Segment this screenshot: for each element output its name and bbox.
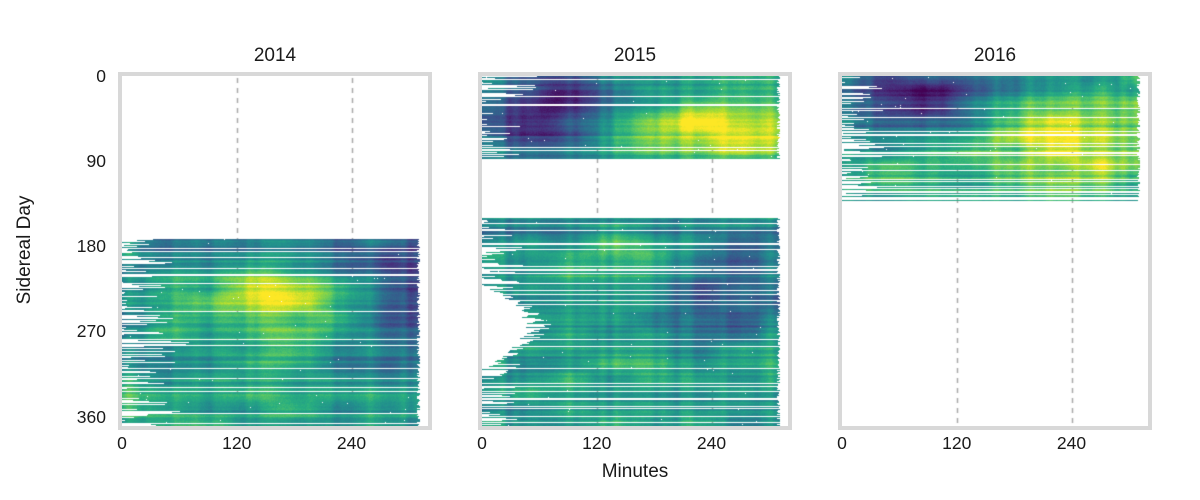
- panel-title-2016: 2016: [973, 45, 1017, 66]
- y-tick-label: 90: [86, 151, 106, 172]
- heatmap-canvas-2015: [482, 76, 788, 426]
- heatmap-canvas-2014: [122, 76, 428, 426]
- y-tick-label: 180: [76, 236, 106, 257]
- x-tick-label: 120: [222, 433, 252, 453]
- x-tick-label: 240: [696, 433, 727, 453]
- heatmap-canvas-2016: [842, 76, 1148, 426]
- panel-title-2015: 2015: [613, 45, 657, 66]
- x-tick-label: 120: [582, 433, 612, 453]
- y-tick-label: 360: [76, 406, 106, 427]
- y-tick-label: 270: [76, 321, 106, 342]
- x-tick-label: 0: [117, 433, 127, 453]
- heatmap-panel-2016: 2016 0 120 240: [837, 45, 1152, 453]
- x-axis-ticks-2014: 0 120 240: [117, 426, 428, 456]
- y-axis-ticks: 0 90 180 270 360: [40, 0, 106, 500]
- x-tick-label: 0: [477, 433, 487, 453]
- x-tick-label: 0: [837, 433, 847, 453]
- y-axis-label: Sidereal Day: [14, 195, 35, 305]
- x-tick-label: 240: [336, 433, 367, 453]
- x-axis-ticks-2016: 0 120 240: [837, 426, 1148, 456]
- x-axis-ticks-2015: 0 120 240: [477, 426, 788, 456]
- heatmap-panel-2015: 2015 0 120 240: [477, 45, 792, 453]
- x-axis-label: Minutes: [601, 461, 669, 482]
- x-tick-label: 120: [942, 433, 972, 453]
- panel-title-2014: 2014: [253, 45, 297, 66]
- y-tick-label: 0: [96, 66, 106, 86]
- x-tick-label: 240: [1056, 433, 1087, 453]
- heatmap-panel-2014: 2014 0 120 240: [117, 45, 432, 453]
